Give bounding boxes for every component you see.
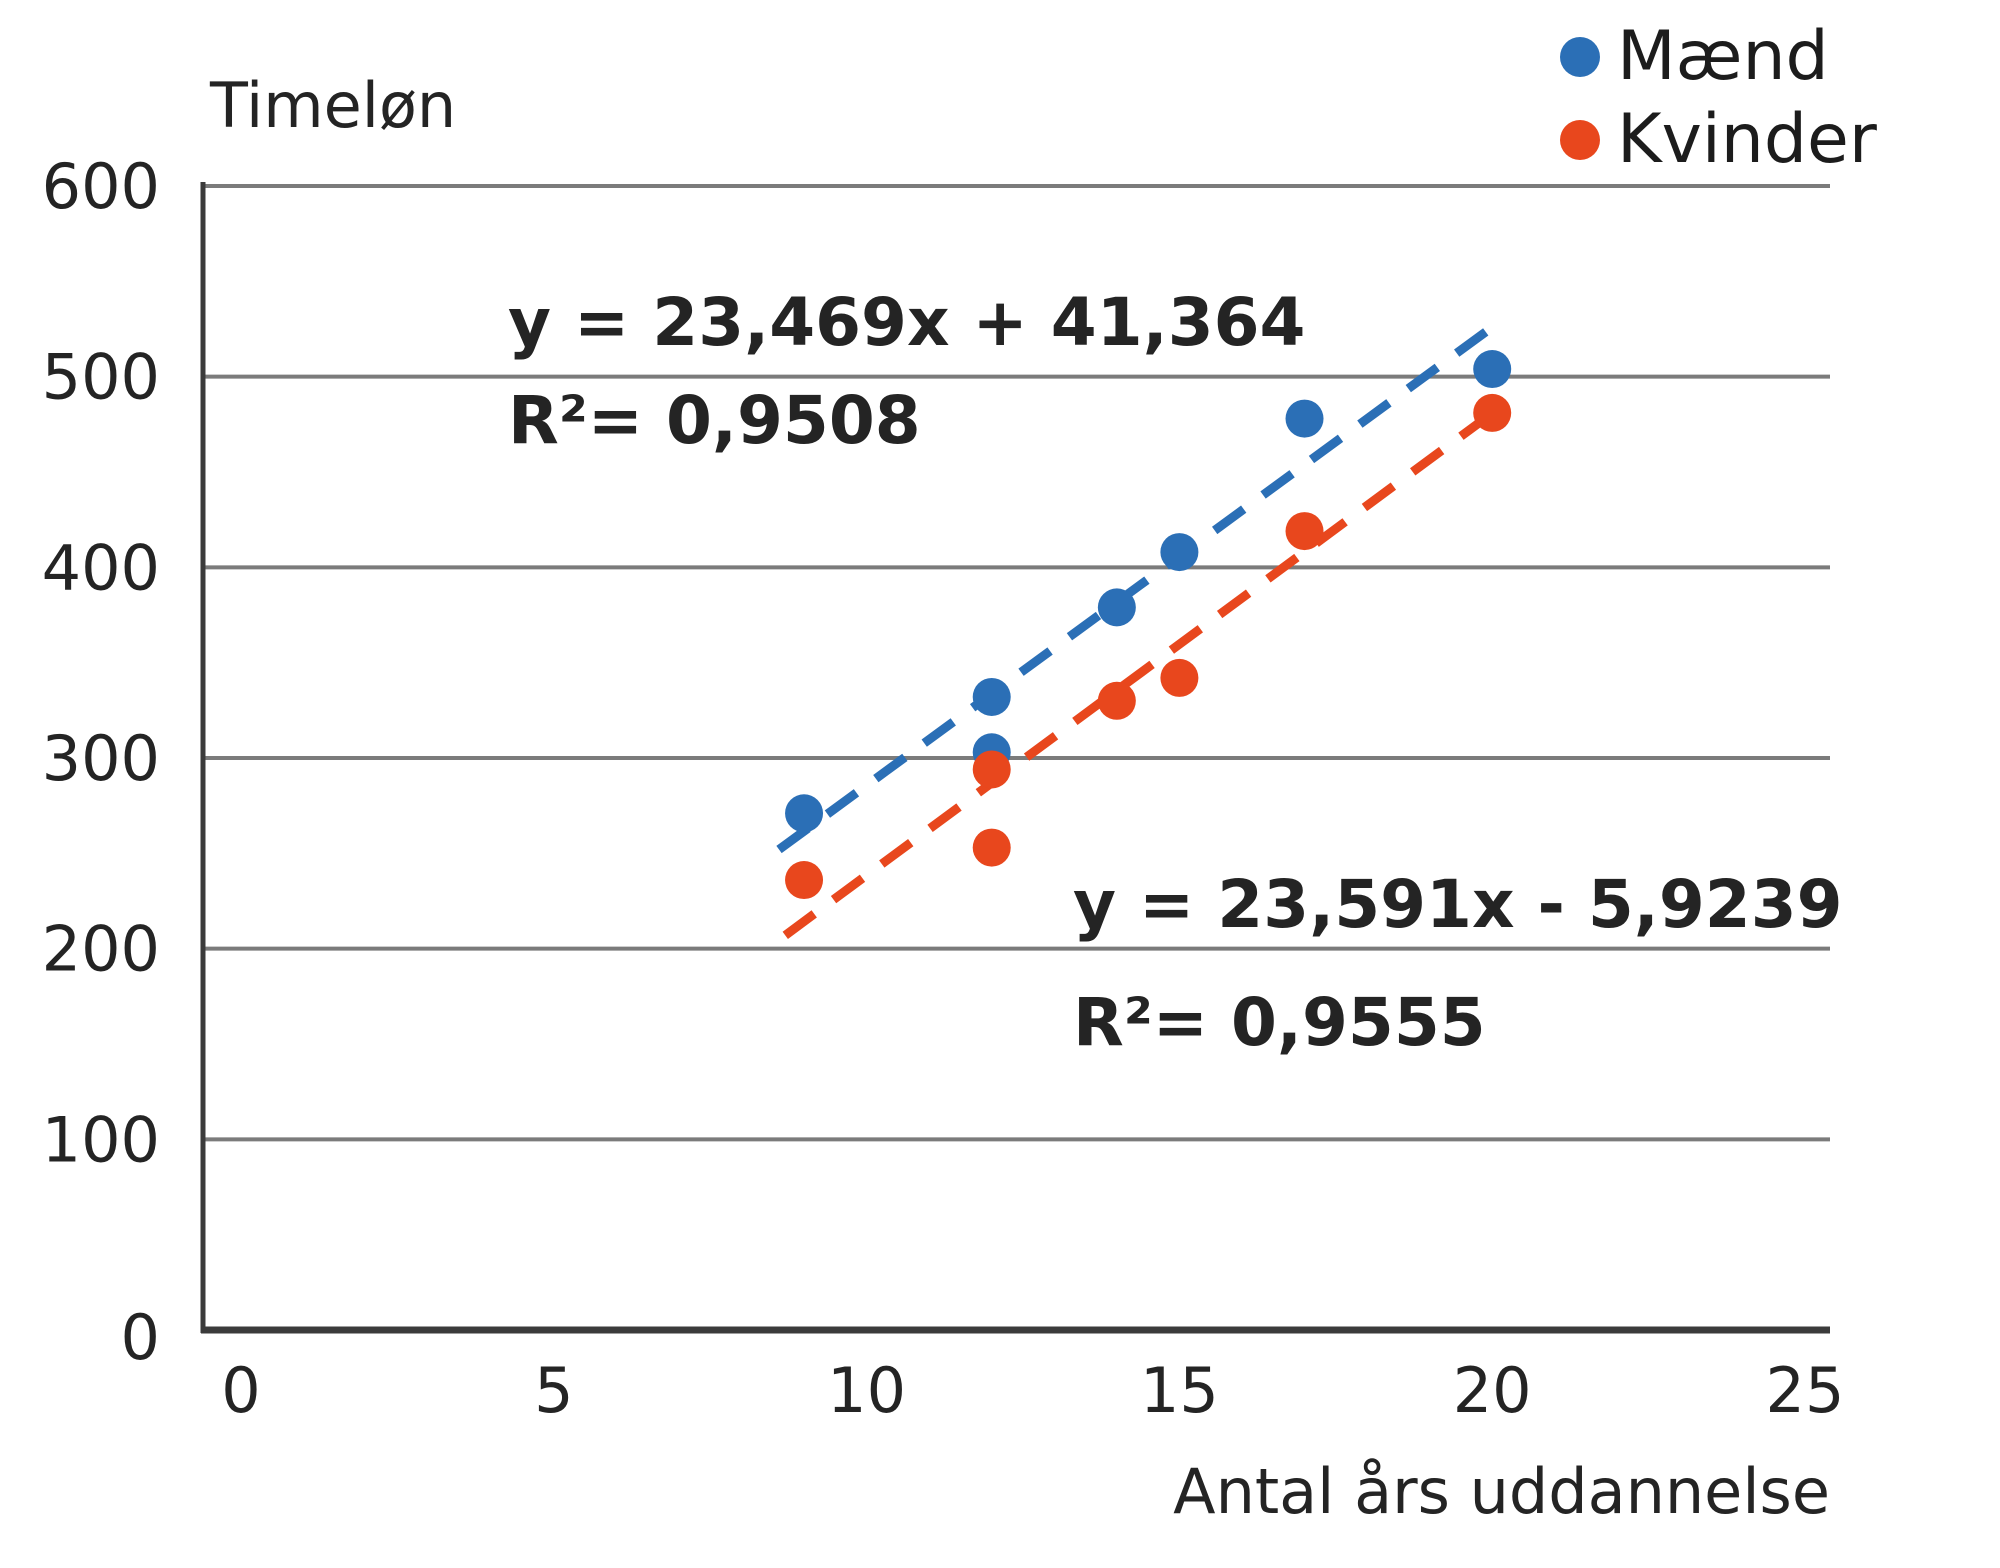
point-mænd-6 <box>1473 350 1512 389</box>
x-tick-label-25: 25 <box>1766 1354 1845 1427</box>
r-squared-maend: R²= 0,9508 <box>508 382 921 459</box>
legend-label-maend: Mænd <box>1617 17 1829 96</box>
y-tick-label-100: 100 <box>42 1103 160 1176</box>
trendlines <box>776 325 1504 939</box>
point-mænd-5 <box>1285 399 1324 438</box>
trendline-mænd <box>776 325 1493 854</box>
point-mænd-3 <box>1097 588 1136 627</box>
point-kvinder-2 <box>972 750 1011 789</box>
point-mænd-4 <box>1160 533 1199 572</box>
point-kvinder-6 <box>1473 393 1512 432</box>
r-squared-kvinder: R²= 0,9555 <box>1073 984 1486 1061</box>
point-kvinder-3 <box>1097 681 1136 720</box>
point-kvinder-1 <box>972 828 1011 867</box>
point-kvinder-0 <box>785 861 824 900</box>
y-tick-label-300: 300 <box>42 722 160 795</box>
legend: Mænd Kvinder <box>1560 17 1877 179</box>
x-tick-label-10: 10 <box>827 1354 906 1427</box>
gridlines <box>203 184 1830 1142</box>
data-points <box>785 350 1512 900</box>
x-tick-label-15: 15 <box>1140 1354 1219 1427</box>
x-tick-label-5: 5 <box>534 1354 573 1427</box>
point-kvinder-5 <box>1285 512 1324 551</box>
trendline-kvinder <box>782 403 1504 939</box>
point-mænd-2 <box>972 677 1011 716</box>
y-tick-label-400: 400 <box>42 531 160 604</box>
equation-kvinder: y = 23,591x - 5,9239 <box>1073 866 1843 943</box>
point-mænd-0 <box>785 794 824 833</box>
x-axis-label: Antal års uddannelse <box>1173 1455 1830 1528</box>
x-axis-ticks: 0 5 10 15 20 25 <box>221 1354 1844 1427</box>
y-tick-label-500: 500 <box>42 341 160 414</box>
y-tick-label-200: 200 <box>42 913 160 986</box>
legend-label-kvinder: Kvinder <box>1617 100 1877 179</box>
x-tick-label-0: 0 <box>221 1354 260 1427</box>
y-tick-label-0: 0 <box>121 1301 160 1374</box>
y-axis-title: Timeløn <box>209 69 456 142</box>
legend-marker-kvinder-icon <box>1560 120 1600 160</box>
point-kvinder-4 <box>1160 658 1199 697</box>
x-tick-label-20: 20 <box>1453 1354 1532 1427</box>
equation-maend: y = 23,469x + 41,364 <box>508 284 1305 361</box>
y-axis-ticks: 0 100 200 300 400 500 600 <box>42 150 160 1374</box>
legend-marker-maend-icon <box>1560 37 1600 77</box>
y-tick-label-600: 600 <box>42 150 160 223</box>
